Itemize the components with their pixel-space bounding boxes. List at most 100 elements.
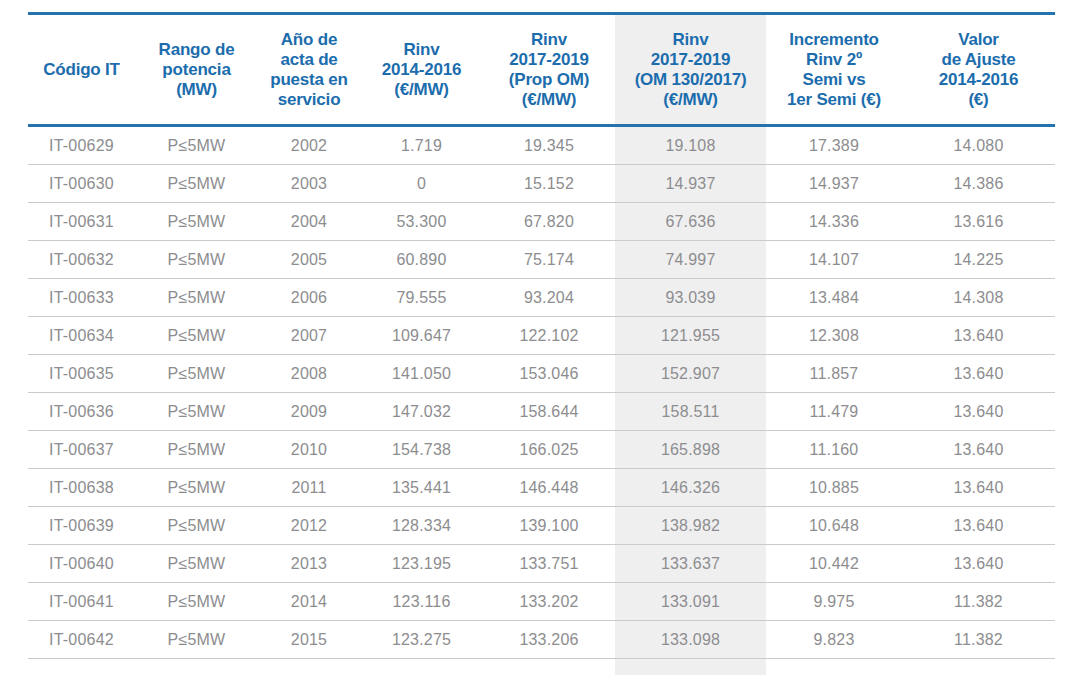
cell-rango-potencia: P≤5MW <box>135 165 258 203</box>
table-row: IT-00630P≤5MW2003015.15214.93714.93714.3… <box>28 165 1055 203</box>
cell-rango-potencia: P≤5MW <box>135 393 258 431</box>
cell-codigo-it: IT-00629 <box>28 126 135 165</box>
cell-ano-acta: 2004 <box>258 203 360 241</box>
cell-rango-potencia: P≤5MW <box>135 431 258 469</box>
cell-valor-ajuste: 14.080 <box>902 126 1055 165</box>
cell-rinv-2014-2016: 109.647 <box>360 317 483 355</box>
cell-rinv-2017-2019-prop-om: 133.206 <box>483 621 615 659</box>
cell-rinv-2017-2019-om-130-2017: 133.637 <box>615 545 766 583</box>
cell-rinv-2014-2016: 60.890 <box>360 241 483 279</box>
cell-codigo-it: IT-00635 <box>28 355 135 393</box>
table-row: IT-00641P≤5MW2014123.116133.202133.0919.… <box>28 583 1055 621</box>
cell-rinv-2017-2019-prop-om: 93.204 <box>483 279 615 317</box>
cell-codigo-it: IT-00634 <box>28 317 135 355</box>
col-header-incremento-rinv: Incremento Rinv 2º Semi vs 1er Semi (€) <box>766 14 902 126</box>
cell-rango-potencia: P≤5MW <box>135 241 258 279</box>
cell-rango-potencia: P≤5MW <box>135 317 258 355</box>
cell-codigo-it: IT-00639 <box>28 507 135 545</box>
highlight-column-strip <box>615 659 766 675</box>
cell-rango-potencia: P≤5MW <box>135 583 258 621</box>
cell-rango-potencia: P≤5MW <box>135 621 258 659</box>
cell-incremento-rinv: 12.308 <box>766 317 902 355</box>
cell-ano-acta: 2015 <box>258 621 360 659</box>
cell-rinv-2017-2019-om-130-2017: 67.636 <box>615 203 766 241</box>
cell-valor-ajuste: 13.640 <box>902 355 1055 393</box>
cell-incremento-rinv: 11.479 <box>766 393 902 431</box>
cell-valor-ajuste: 11.382 <box>902 621 1055 659</box>
cell-rinv-2014-2016: 53.300 <box>360 203 483 241</box>
cell-codigo-it: IT-00631 <box>28 203 135 241</box>
cell-rinv-2014-2016: 79.555 <box>360 279 483 317</box>
rinv-table: Código IT Rango de potencia (MW) Año de … <box>28 12 1055 659</box>
cell-rinv-2014-2016: 0 <box>360 165 483 203</box>
cell-rinv-2017-2019-prop-om: 166.025 <box>483 431 615 469</box>
table-row: IT-00642P≤5MW2015123.275133.206133.0989.… <box>28 621 1055 659</box>
cell-ano-acta: 2011 <box>258 469 360 507</box>
cell-valor-ajuste: 14.308 <box>902 279 1055 317</box>
cell-incremento-rinv: 13.484 <box>766 279 902 317</box>
table-row: IT-00629P≤5MW20021.71919.34519.10817.389… <box>28 126 1055 165</box>
cell-rinv-2017-2019-om-130-2017: 138.982 <box>615 507 766 545</box>
cell-valor-ajuste: 13.640 <box>902 317 1055 355</box>
table-body: IT-00629P≤5MW20021.71919.34519.10817.389… <box>28 126 1055 659</box>
cell-ano-acta: 2013 <box>258 545 360 583</box>
cell-ano-acta: 2014 <box>258 583 360 621</box>
cell-incremento-rinv: 11.857 <box>766 355 902 393</box>
cell-incremento-rinv: 14.107 <box>766 241 902 279</box>
cell-valor-ajuste: 14.225 <box>902 241 1055 279</box>
cell-incremento-rinv: 17.389 <box>766 126 902 165</box>
header-row: Código IT Rango de potencia (MW) Año de … <box>28 14 1055 126</box>
cell-codigo-it: IT-00636 <box>28 393 135 431</box>
cell-rango-potencia: P≤5MW <box>135 355 258 393</box>
cell-rinv-2017-2019-prop-om: 139.100 <box>483 507 615 545</box>
col-header-rinv-2017-2019-prop-om: Rinv 2017-2019 (Prop OM) (€/MW) <box>483 14 615 126</box>
cell-ano-acta: 2007 <box>258 317 360 355</box>
cell-rinv-2014-2016: 135.441 <box>360 469 483 507</box>
cell-rinv-2014-2016: 123.195 <box>360 545 483 583</box>
cell-rinv-2017-2019-prop-om: 153.046 <box>483 355 615 393</box>
table-row: IT-00631P≤5MW200453.30067.82067.63614.33… <box>28 203 1055 241</box>
table-row: IT-00635P≤5MW2008141.050153.046152.90711… <box>28 355 1055 393</box>
cell-incremento-rinv: 10.648 <box>766 507 902 545</box>
cell-codigo-it: IT-00638 <box>28 469 135 507</box>
cell-rango-potencia: P≤5MW <box>135 279 258 317</box>
col-header-ano-acta: Año de acta de puesta en servicio <box>258 14 360 126</box>
cell-rinv-2017-2019-prop-om: 75.174 <box>483 241 615 279</box>
cell-rinv-2014-2016: 154.738 <box>360 431 483 469</box>
cell-rinv-2014-2016: 1.719 <box>360 126 483 165</box>
cell-rinv-2017-2019-om-130-2017: 146.326 <box>615 469 766 507</box>
cell-rinv-2017-2019-om-130-2017: 14.937 <box>615 165 766 203</box>
cell-rinv-2014-2016: 128.334 <box>360 507 483 545</box>
cell-rinv-2017-2019-om-130-2017: 158.511 <box>615 393 766 431</box>
cell-rinv-2017-2019-prop-om: 122.102 <box>483 317 615 355</box>
cell-rinv-2017-2019-om-130-2017: 133.098 <box>615 621 766 659</box>
cell-valor-ajuste: 13.640 <box>902 393 1055 431</box>
table-row: IT-00636P≤5MW2009147.032158.644158.51111… <box>28 393 1055 431</box>
cell-rango-potencia: P≤5MW <box>135 545 258 583</box>
table-row: IT-00632P≤5MW200560.89075.17474.99714.10… <box>28 241 1055 279</box>
table-row: IT-00637P≤5MW2010154.738166.025165.89811… <box>28 431 1055 469</box>
cell-rinv-2017-2019-om-130-2017: 19.108 <box>615 126 766 165</box>
cell-ano-acta: 2010 <box>258 431 360 469</box>
cell-codigo-it: IT-00642 <box>28 621 135 659</box>
cell-rinv-2017-2019-om-130-2017: 152.907 <box>615 355 766 393</box>
cell-incremento-rinv: 9.823 <box>766 621 902 659</box>
cell-rinv-2017-2019-om-130-2017: 121.955 <box>615 317 766 355</box>
cell-rango-potencia: P≤5MW <box>135 507 258 545</box>
cell-rinv-2017-2019-prop-om: 15.152 <box>483 165 615 203</box>
cell-valor-ajuste: 13.640 <box>902 469 1055 507</box>
cell-rinv-2017-2019-prop-om: 67.820 <box>483 203 615 241</box>
cell-rango-potencia: P≤5MW <box>135 469 258 507</box>
cell-rinv-2017-2019-prop-om: 146.448 <box>483 469 615 507</box>
cell-rinv-2014-2016: 123.116 <box>360 583 483 621</box>
cell-codigo-it: IT-00641 <box>28 583 135 621</box>
cell-incremento-rinv: 14.336 <box>766 203 902 241</box>
table-row: IT-00634P≤5MW2007109.647122.102121.95512… <box>28 317 1055 355</box>
col-header-codigo-it: Código IT <box>28 14 135 126</box>
cell-codigo-it: IT-00633 <box>28 279 135 317</box>
cell-valor-ajuste: 13.640 <box>902 431 1055 469</box>
cell-ano-acta: 2009 <box>258 393 360 431</box>
rinv-table-page: Código IT Rango de potencia (MW) Año de … <box>0 0 1080 675</box>
cell-rinv-2017-2019-om-130-2017: 165.898 <box>615 431 766 469</box>
col-header-rinv-2014-2016: Rinv 2014-2016 (€/MW) <box>360 14 483 126</box>
